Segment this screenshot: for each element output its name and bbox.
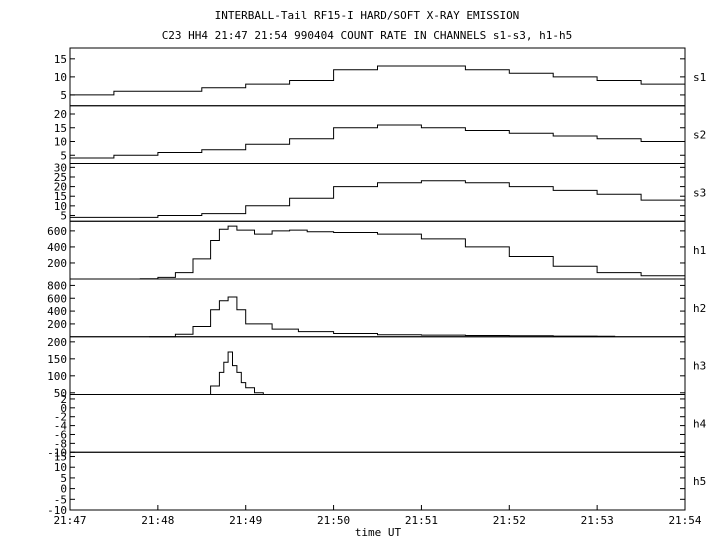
panel-label: h1 <box>693 244 706 257</box>
chart-panels: 51015s15101520s251015202530s3200400600h1… <box>47 47 707 517</box>
panel-label: s1 <box>693 71 706 84</box>
x-tick-label: 21:49 <box>229 514 262 527</box>
panel-frame <box>69 336 686 395</box>
y-tick-label: 10 <box>54 136 67 149</box>
y-tick-label: 10 <box>54 71 67 84</box>
y-tick-label: 15 <box>54 451 67 464</box>
y-tick-label: 150 <box>47 353 67 366</box>
y-tick-label: -4 <box>54 420 68 433</box>
y-tick-label: 200 <box>47 336 67 349</box>
x-tick-label: 21:52 <box>493 514 526 527</box>
y-tick-label: -10 <box>47 446 67 459</box>
y-tick-label: 5 <box>60 472 67 485</box>
panel-label: s3 <box>693 186 706 199</box>
series-s1 <box>70 65 686 96</box>
y-tick-label: 0 <box>60 402 67 415</box>
panel-label: h5 <box>693 475 706 488</box>
panel-h3: 50 100 150 200 h3 <box>47 336 706 400</box>
series-s3 <box>70 180 686 218</box>
y-tick-label: 15 <box>54 53 67 66</box>
y-tick-label: 400 <box>47 305 67 318</box>
x-tick-label: 21:53 <box>581 514 614 527</box>
y-tick-label: 5 <box>60 149 67 162</box>
y-tick-label: 400 <box>47 241 67 254</box>
y-tick-label: 2 <box>60 393 67 406</box>
y-tick-label: -10 <box>47 504 67 517</box>
y-tick-label: 15 <box>54 122 67 135</box>
panel-frame <box>69 278 686 338</box>
y-tick-label: 600 <box>47 225 67 238</box>
y-tick-label: 200 <box>47 257 67 270</box>
y-tick-label: -6 <box>54 428 67 441</box>
y-tick-label: 30 <box>54 161 67 174</box>
y-tick-label: 5 <box>60 89 67 102</box>
y-tick-label: 20 <box>54 181 67 194</box>
y-tick-label: 100 <box>47 370 67 383</box>
x-tick-label: 21:47 <box>53 514 86 527</box>
y-tick-label: 25 <box>54 171 67 184</box>
panel-h1: 200 400 600 h1 <box>47 220 706 280</box>
y-tick-label: 50 <box>54 387 67 400</box>
y-tick-label: 5 <box>60 209 67 222</box>
y-tick-label: -5 <box>54 493 67 506</box>
y-tick-label: -2 <box>54 411 67 424</box>
y-tick-label: 200 <box>47 318 67 331</box>
panel-label: s2 <box>693 129 706 142</box>
y-tick-label: 10 <box>54 461 67 474</box>
series-s2 <box>70 124 686 159</box>
chart-subtitle: C23 HH4 21:47 21:54 990404 COUNT RATE IN… <box>162 29 573 42</box>
panel-frame <box>69 105 686 164</box>
y-tick-label: 800 <box>47 279 67 292</box>
y-tick-label: 0 <box>60 483 67 496</box>
x-tick-label: 21:48 <box>141 514 174 527</box>
panel-frame <box>69 163 686 222</box>
panel-h4: -10-8-6-4-202 h4 <box>47 393 706 459</box>
y-tick-label: 10 <box>54 200 67 213</box>
x-axis-ticks: 21:47 21:48 21:49 21:50 21:51 21:52 21:53 21:54 <box>53 505 702 527</box>
x-tick-label: 21:50 <box>317 514 350 527</box>
series-h1 <box>70 225 686 280</box>
y-tick-label: 600 <box>47 292 67 305</box>
x-tick-label: 21:51 <box>405 514 438 527</box>
panel-frame <box>69 394 686 453</box>
y-tick-label: -8 <box>54 437 67 450</box>
panel-label: h4 <box>693 417 707 430</box>
series-h3 <box>201 351 264 395</box>
chart-title: INTERBALL-Tail RF15-I HARD/SOFT X-RAY EM… <box>215 9 520 22</box>
y-tick-label: 20 <box>54 108 67 121</box>
x-axis-label: time UT <box>355 526 402 539</box>
series-h2 <box>149 296 616 338</box>
panel-label: h2 <box>693 302 706 315</box>
panel-label: h3 <box>693 360 706 373</box>
x-tick-label: 21:54 <box>668 514 701 527</box>
panel-s1: 5 10 15 s1 <box>54 47 706 107</box>
panel-frame <box>69 451 686 511</box>
panel-frame <box>69 220 686 280</box>
y-tick-label: 15 <box>54 190 67 203</box>
